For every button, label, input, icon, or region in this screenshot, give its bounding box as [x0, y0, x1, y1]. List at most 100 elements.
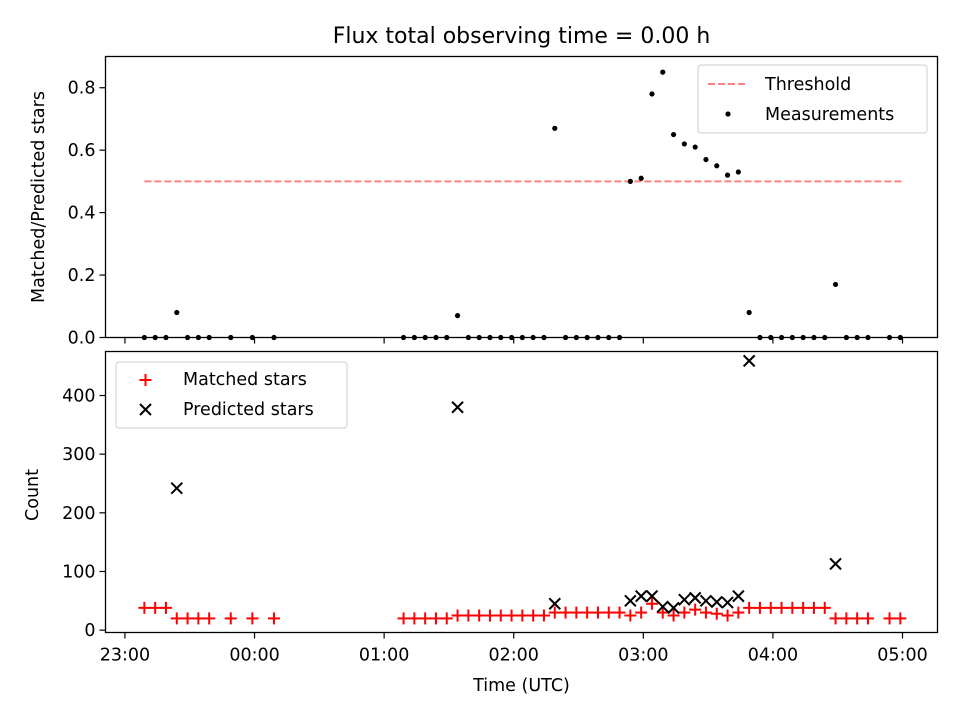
measurement-point	[660, 69, 666, 75]
matched-star-point	[678, 606, 691, 619]
matched-star-point	[883, 612, 896, 625]
bottom-y-tick-label: 0	[84, 621, 95, 641]
matched-star-point	[527, 609, 540, 622]
x-tick-label: 04:00	[748, 646, 798, 666]
legend-measurements-swatch	[725, 111, 731, 117]
matched-star-point	[138, 601, 151, 614]
matched-star-point	[851, 612, 864, 625]
bottom-panel: 0 100 200 300 400 23:00 00:00 01:00 02:00 03:00 0…	[23, 350, 939, 696]
matched-star-point	[613, 606, 626, 619]
predicted-star-point	[451, 401, 464, 414]
bottom-y-axis-label: Count	[23, 469, 43, 521]
matched-star-point	[419, 612, 432, 625]
matched-star-point	[624, 609, 637, 622]
bottom-plot-area	[138, 354, 907, 625]
top-legend: Threshold Measurements	[697, 64, 928, 134]
top-legend-box	[697, 64, 928, 134]
predicted-star-point	[678, 593, 691, 606]
matched-star-point	[591, 606, 604, 619]
matched-star-point	[861, 612, 874, 625]
measurement-point	[692, 144, 698, 150]
top-y-ticks: 0.0 0.2 0.4 0.6 0.8	[68, 79, 106, 349]
predicted-star-point	[710, 595, 723, 609]
matched-star-point	[818, 601, 831, 614]
top-axes-frame	[104, 55, 939, 339]
measurement-point	[724, 172, 731, 178]
predicted-star-point	[634, 589, 648, 603]
legend-measurements-label: Measurements	[765, 105, 894, 125]
measurement-point	[735, 169, 741, 175]
bottom-y-tick-label: 200	[62, 504, 95, 524]
matched-star-point	[775, 601, 788, 614]
matched-star-point	[397, 612, 410, 625]
measurement-point	[627, 178, 633, 184]
x-tick-label: 01:00	[359, 646, 409, 666]
bottom-x-ticks: 23:00 00:00 01:00 02:00 03:00 04:00 05:00	[100, 632, 928, 666]
matched-star-point	[710, 607, 723, 620]
x-tick-label: 00:00	[229, 646, 279, 666]
matched-star-point	[807, 601, 820, 614]
matched-star-point	[786, 601, 799, 614]
matched-star-point	[764, 601, 777, 614]
matched-star-point	[548, 606, 561, 619]
bottom-y-tick-label: 100	[62, 562, 95, 582]
matched-star-point	[689, 603, 702, 616]
matched-star-point	[149, 601, 162, 614]
matched-star-point	[602, 606, 615, 619]
measurement-point	[703, 156, 709, 163]
matched-star-point	[483, 609, 496, 622]
predicted-star-point	[732, 589, 745, 603]
matched-star-point	[635, 606, 648, 619]
matched-star-point	[721, 609, 734, 622]
predicted-star-point	[742, 354, 756, 368]
predicted-star-point	[829, 557, 842, 571]
measurement-point	[649, 91, 655, 97]
matched-star-point	[159, 601, 172, 614]
legend-predicted-label: Predicted stars	[183, 400, 314, 420]
predicted-star-point	[699, 594, 713, 608]
measurement-point	[681, 141, 687, 147]
x-tick-label: 05:00	[877, 646, 927, 666]
x-tick-label: 02:00	[489, 646, 539, 666]
matched-star-point	[840, 612, 853, 625]
top-panel: 0.00.20.40.60.8 Matched/Predicted stars …	[29, 55, 939, 349]
bottom-y-tick-label: 400	[62, 386, 95, 406]
matched-star-point	[181, 612, 194, 625]
matched-star-point	[894, 612, 907, 625]
measurement-point	[746, 309, 752, 316]
measurement-point	[832, 281, 839, 288]
top-y-tick-label: 0.0	[68, 329, 96, 349]
chart-title: Flux total observing time = 0.00 h	[333, 24, 711, 49]
x-tick-label: 03:00	[618, 646, 668, 666]
top-y-tick-label: 0.4	[68, 204, 96, 224]
matched-star-point	[203, 612, 216, 625]
predicted-star-point	[688, 591, 702, 605]
matched-star-point	[645, 597, 658, 610]
matched-star-point	[505, 609, 518, 622]
predicted-star-point	[170, 481, 183, 495]
measurement-point	[714, 163, 720, 169]
matched-star-point	[797, 601, 810, 614]
legend-threshold-label: Threshold	[764, 75, 851, 95]
measurement-point	[552, 125, 558, 131]
matched-star-point	[829, 612, 842, 625]
matched-star-point	[667, 609, 680, 622]
matched-star-point	[170, 612, 183, 625]
predicted-star-point	[548, 597, 561, 610]
bottom-axes-frame	[104, 350, 939, 634]
matched-star-point	[224, 612, 237, 625]
top-y-tick-label: 0.2	[68, 266, 96, 286]
matched-star-point	[192, 612, 205, 625]
matched-star-point	[656, 606, 669, 619]
bottom-legend: Matched stars Predicted stars	[115, 361, 348, 429]
predicted-star-point	[624, 594, 637, 608]
matched-star-point	[743, 601, 756, 614]
bottom-y-tick-label: 300	[62, 445, 95, 465]
matched-star-point	[516, 609, 529, 622]
predicted-star-point	[667, 601, 680, 615]
predicted-star-point	[645, 589, 659, 603]
matched-star-point	[462, 609, 475, 622]
matched-star-point	[451, 609, 464, 622]
matched-star-point	[494, 609, 507, 622]
matched-star-point	[753, 601, 766, 614]
